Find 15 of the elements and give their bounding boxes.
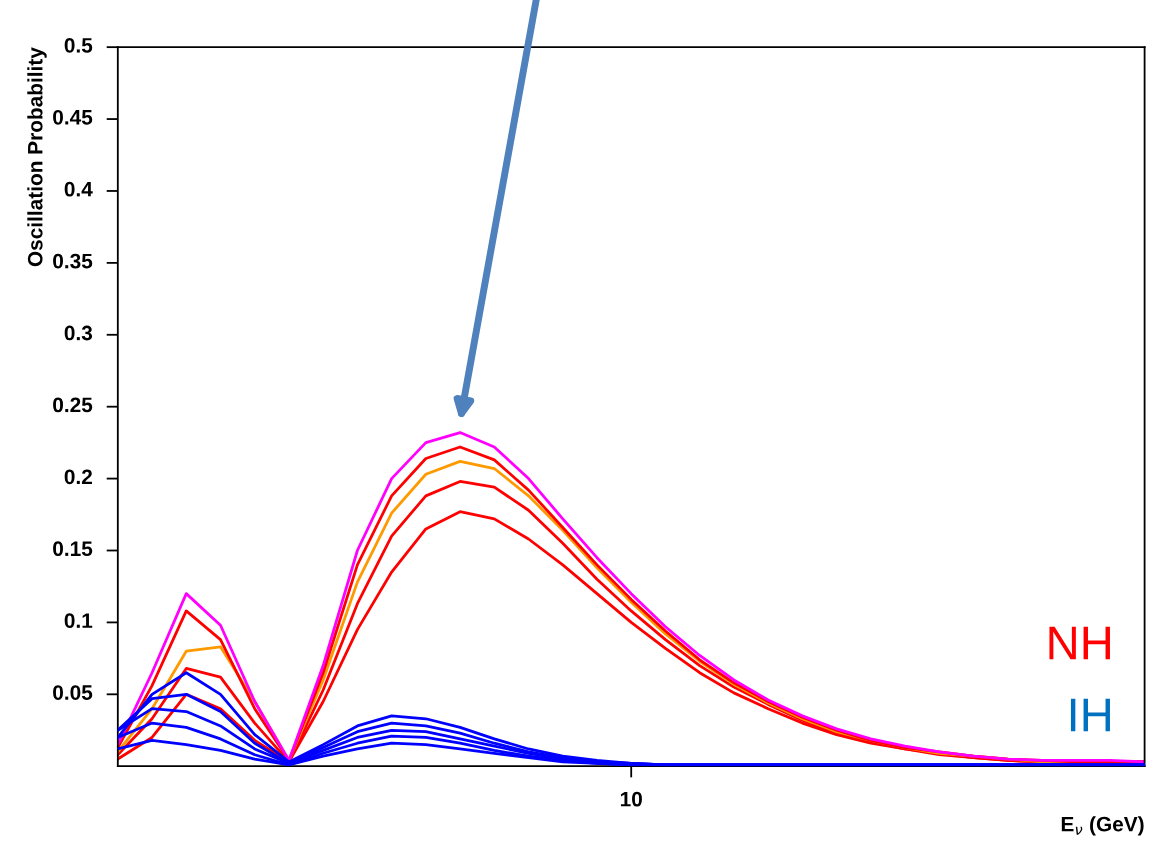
y-axis-title: Oscillation Probability: [27, 47, 47, 267]
y-tick-label: 0.05: [53, 685, 93, 700]
y-tick-label: 0.1: [64, 613, 93, 628]
x-axis-title: E$_{ν}$ (GeV): [1061, 816, 1144, 836]
x-tick-label: 10: [620, 791, 642, 807]
y-tick-label: 0.2: [64, 469, 92, 485]
y-tick-label: 0.5: [64, 37, 93, 53]
y-tick-label: 0.45: [53, 109, 93, 125]
y-tick-label: 0.35: [53, 253, 93, 269]
annotation: NH: [1049, 626, 1110, 660]
y-tick-label: 0.3: [64, 325, 93, 341]
y-tick-label: 0.4: [64, 181, 93, 197]
y-tick-label: 0.15: [53, 541, 93, 557]
y-tick-label: 0.25: [53, 397, 93, 413]
annotation: IH: [1070, 698, 1110, 732]
